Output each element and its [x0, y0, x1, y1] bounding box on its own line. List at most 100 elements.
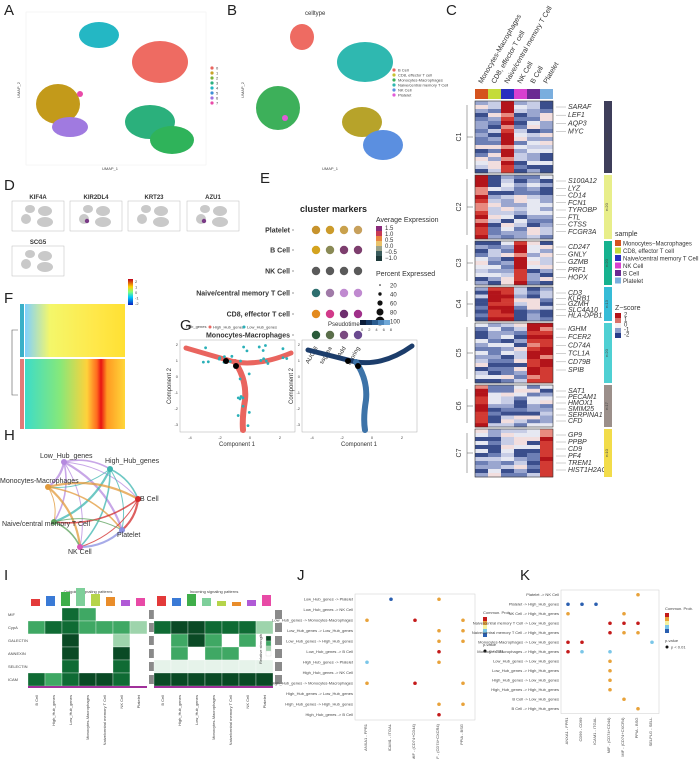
traj-x-tick: 0	[249, 435, 252, 440]
heatmap-cell	[475, 449, 488, 454]
heatmap-cell	[475, 153, 488, 158]
feature-plot-cluster	[212, 217, 228, 227]
gene-label: LEF1	[568, 112, 585, 119]
heatmap-cell	[527, 343, 540, 348]
heatmap-cell	[514, 227, 527, 232]
zscore-swatch	[615, 313, 621, 318]
heatmap-cell	[527, 379, 540, 384]
heatmap-cell	[488, 351, 501, 356]
f-colorbar	[128, 279, 133, 305]
cluster-bar	[604, 287, 612, 321]
heatmap-cell	[488, 400, 501, 405]
heatmap-cell	[488, 203, 501, 208]
heatmap-cell	[501, 157, 514, 162]
heatmap-cluster-labels: C1 C2 C3 C4 C5 C6 C7	[456, 132, 463, 457]
signaling-cell	[44, 672, 63, 687]
gene-label: PECAM1	[568, 394, 597, 401]
heatmap-cell	[527, 457, 540, 462]
pseudotime-swatch	[366, 320, 372, 325]
heatmap-cell	[488, 404, 501, 409]
heatmap-cell	[514, 457, 527, 462]
heatmap-cell	[501, 145, 514, 150]
heatmap-cell	[540, 388, 553, 393]
heatmap-cell	[540, 137, 553, 142]
signaling-row-bar	[275, 610, 282, 619]
heatmap-cell	[514, 313, 527, 318]
heatmap-cell	[514, 101, 527, 106]
dotplot-title: cluster markers	[300, 204, 367, 214]
heatmap-cell	[475, 277, 488, 282]
bubble-legend-swatch	[665, 625, 669, 629]
heatmap-cell	[540, 298, 553, 303]
bubble-dot	[437, 702, 441, 707]
heatmap-cell	[527, 433, 540, 438]
heatmap-cell	[475, 400, 488, 405]
heatmap-cell	[475, 227, 488, 232]
dotplot-dot	[339, 245, 349, 255]
dotplot-dot	[339, 309, 349, 319]
heatmap-cell	[540, 415, 553, 420]
gene-label: GNLY	[568, 252, 588, 259]
signaling-cell	[61, 620, 80, 635]
heatmap-cell	[527, 302, 540, 307]
heatmap-cell	[488, 461, 501, 466]
heatmap-cell	[475, 245, 488, 250]
heatmap-cell	[488, 269, 501, 274]
heatmap-cell	[475, 169, 488, 174]
heatmap-cell	[514, 419, 527, 424]
heatmap-cell	[488, 445, 501, 450]
heatmap-cell	[540, 327, 553, 332]
zscore-tick: 0	[624, 323, 628, 329]
dotplot-dot	[311, 225, 321, 235]
heatmap-cell	[475, 331, 488, 336]
signaling-cell	[187, 620, 206, 635]
f-heat-bottom	[25, 359, 125, 429]
bubble-legend-swatch	[665, 613, 669, 617]
dotplot-dot	[353, 288, 363, 298]
heatmap-cell	[514, 269, 527, 274]
heatmap-cell	[475, 149, 488, 154]
heatmap-cell	[527, 169, 540, 174]
heatmap-cell	[488, 388, 501, 393]
network-node	[77, 544, 83, 550]
signaling-bar	[106, 597, 115, 606]
heatmap-cell	[488, 253, 501, 258]
heatmap-cell	[488, 257, 501, 262]
heatmap-cell	[475, 433, 488, 438]
gene-label: SERPINA1	[568, 412, 603, 419]
heatmap-cell	[501, 137, 514, 142]
heatmap-cell	[488, 211, 501, 216]
heatmap-cell	[501, 331, 514, 336]
zscore-tick: -2	[624, 333, 630, 339]
signaling-cell	[170, 659, 189, 674]
heatmap-column-annotation	[475, 89, 553, 99]
bubble-dot	[566, 602, 570, 607]
signaling-cell	[129, 646, 148, 661]
heatmap-cell	[527, 363, 540, 368]
cluster-bar	[604, 241, 612, 285]
dotplot-dot	[339, 266, 349, 276]
traj-point-low	[242, 345, 246, 349]
traj-point-low	[201, 360, 205, 364]
heatmap-cell	[475, 187, 488, 192]
f-colorbar-tick: 2	[135, 279, 138, 284]
feature-plot-frame	[127, 200, 181, 232]
pseudotime-swatch	[378, 320, 384, 325]
heatmap-cell	[540, 429, 553, 434]
legend-b-label: CD8, effector T cell	[398, 73, 432, 78]
traj-point-low	[262, 357, 266, 361]
signaling-cell	[95, 646, 114, 661]
signaling-cell	[170, 633, 189, 648]
signaling-bar	[217, 601, 226, 606]
heatmap-cell	[514, 371, 527, 376]
bubble-row-label: B Cell -> Low_Hub_genes	[512, 697, 559, 702]
traj-legend-label: High_Hub_genes	[213, 325, 244, 330]
heatmap-cell	[501, 339, 514, 344]
heatmap-cell	[475, 241, 488, 246]
signaling-col-label: Platelet	[136, 694, 141, 708]
heatmap-cell	[488, 375, 501, 380]
bubble-legend-swatch	[665, 621, 669, 625]
bubble-pval-title: p-value	[665, 638, 679, 643]
network-edge	[53, 498, 139, 524]
